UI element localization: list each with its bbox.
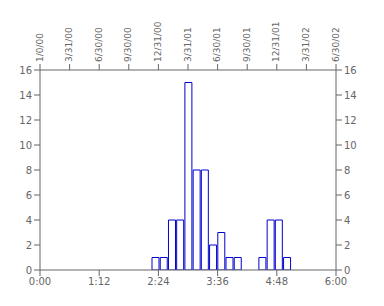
svg-text:16: 16 [344, 65, 357, 76]
svg-text:6/30/01: 6/30/01 [212, 27, 222, 62]
svg-text:2: 2 [26, 240, 32, 251]
svg-text:6: 6 [344, 190, 350, 201]
svg-text:3/31/00: 3/31/00 [64, 27, 74, 62]
svg-text:3/31/02: 3/31/02 [301, 27, 311, 62]
svg-text:3/31/01: 3/31/01 [183, 27, 193, 62]
svg-text:0:00: 0:00 [29, 276, 51, 287]
svg-text:6:00: 6:00 [325, 276, 347, 287]
svg-text:14: 14 [344, 90, 357, 101]
svg-text:2:24: 2:24 [147, 276, 169, 287]
svg-text:4: 4 [344, 215, 350, 226]
svg-text:6/30/02: 6/30/02 [331, 27, 341, 62]
svg-text:4: 4 [26, 215, 32, 226]
svg-text:14: 14 [19, 90, 32, 101]
svg-text:12: 12 [344, 115, 357, 126]
svg-text:8: 8 [26, 165, 32, 176]
svg-text:0: 0 [26, 265, 32, 276]
svg-text:16: 16 [19, 65, 32, 76]
svg-text:3:36: 3:36 [206, 276, 228, 287]
svg-text:10: 10 [344, 140, 357, 151]
svg-text:0: 0 [344, 265, 350, 276]
svg-text:4:48: 4:48 [266, 276, 288, 287]
svg-text:1:12: 1:12 [88, 276, 110, 287]
svg-text:2: 2 [344, 240, 350, 251]
svg-text:6: 6 [26, 190, 32, 201]
svg-text:9/30/00: 9/30/00 [123, 27, 133, 62]
svg-text:12/31/01: 12/31/01 [271, 22, 281, 62]
svg-text:12: 12 [19, 115, 32, 126]
svg-text:6/30/00: 6/30/00 [94, 27, 104, 62]
svg-text:10: 10 [19, 140, 32, 151]
svg-text:8: 8 [344, 165, 350, 176]
svg-text:12/31/00: 12/31/00 [153, 21, 163, 62]
svg-text:1/0/00: 1/0/00 [35, 33, 45, 62]
svg-text:9/30/01: 9/30/01 [242, 27, 252, 62]
